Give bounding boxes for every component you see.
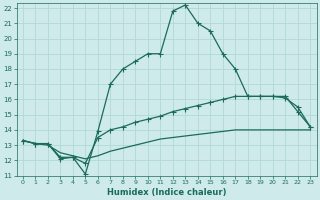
- X-axis label: Humidex (Indice chaleur): Humidex (Indice chaleur): [107, 188, 226, 197]
